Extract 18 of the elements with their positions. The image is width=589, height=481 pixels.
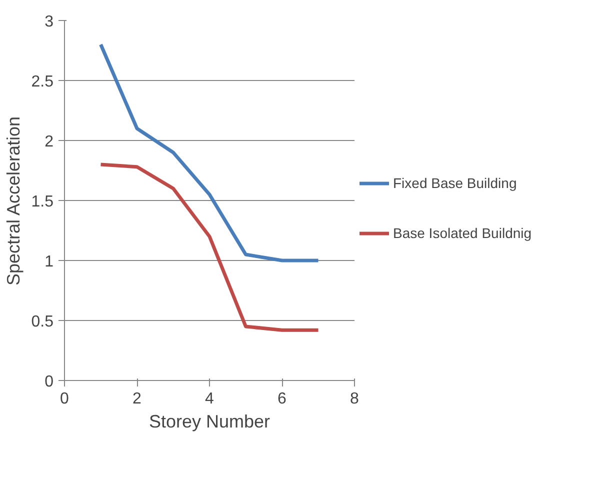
x-axis-title: Storey Number — [148, 412, 270, 432]
y-tick-label: 3 — [44, 14, 54, 30]
line-series — [99, 42, 320, 262]
y-tick-label: 0.5 — [31, 314, 54, 330]
x-tick-label: 2 — [132, 390, 142, 408]
x-tick-label: 8 — [350, 390, 360, 408]
x-tick-label: 6 — [278, 390, 287, 408]
x-tick-label: 4 — [205, 390, 214, 408]
y-tick-label: 2 — [44, 134, 54, 150]
y-axis-title: Spectral Acceleration — [3, 116, 24, 286]
x-tick-label: 0 — [60, 390, 70, 408]
y-tick-label: 1.5 — [31, 194, 54, 210]
line-series — [99, 162, 320, 332]
y-tick-label: 2.5 — [31, 74, 54, 90]
y-tick-label: 1 — [44, 254, 54, 270]
y-tick-label: 0 — [44, 374, 54, 390]
legend-label: Fixed Base Building — [393, 175, 517, 191]
legend-label: Base Isolated Buildnig — [393, 225, 532, 241]
